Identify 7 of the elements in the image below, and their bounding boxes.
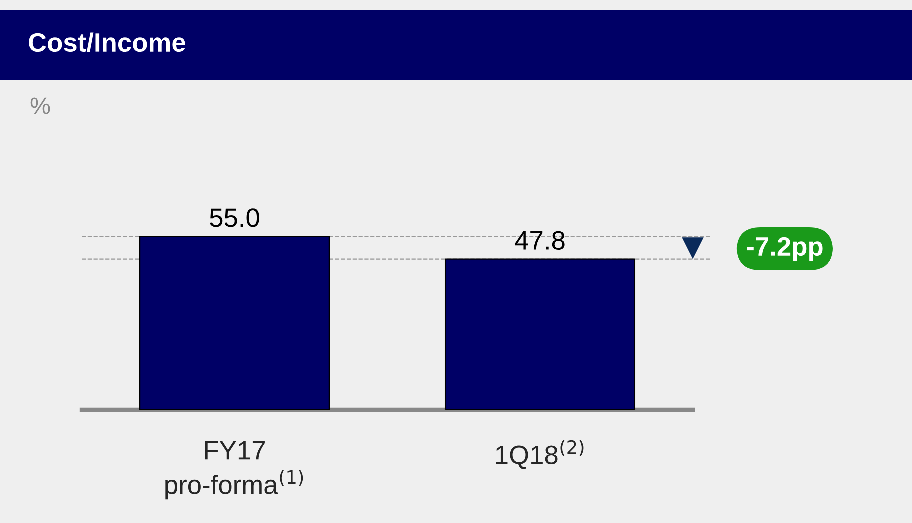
data-label: 47.8 — [515, 231, 565, 250]
x-tick-label: FY17 pro-forma$^{(1)}$ — [166, 442, 304, 500]
data-label: 55.0 — [210, 208, 260, 228]
text: % — [30, 98, 50, 114]
x-tick-label: 1Q18$^{(2)}$ — [496, 440, 584, 470]
text: -7.2pp — [747, 237, 823, 262]
chart-title: Cost/Income — [29, 32, 186, 52]
